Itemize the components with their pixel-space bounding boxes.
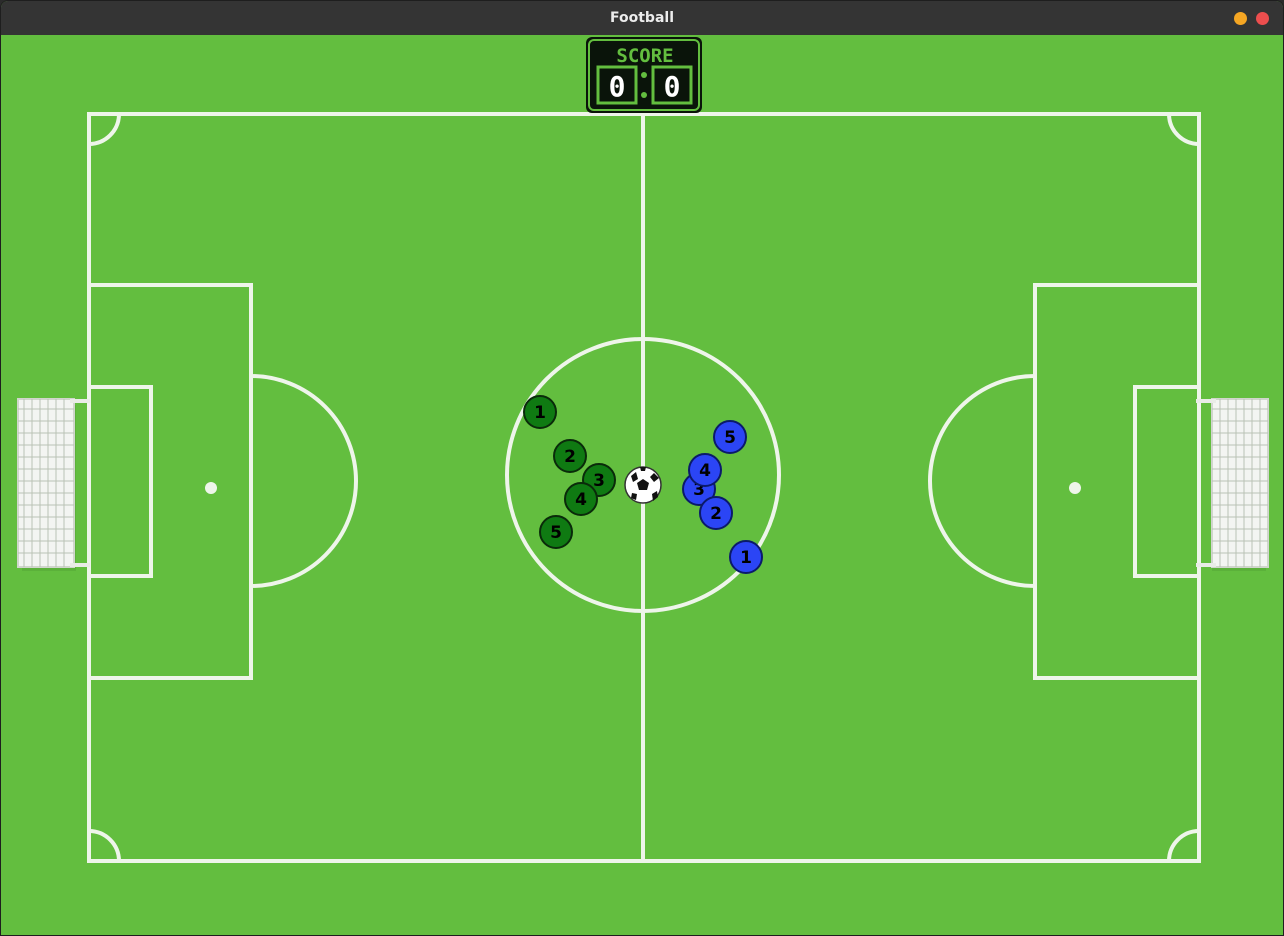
corner-arc-top-right xyxy=(1167,113,1200,146)
pitch-markings xyxy=(87,112,1201,863)
right-goal xyxy=(1196,398,1269,571)
right-goal-area xyxy=(1133,385,1201,578)
corner-arc-bottom-left xyxy=(88,829,121,862)
svg-text:4: 4 xyxy=(575,490,587,510)
center-circle xyxy=(505,337,781,613)
soccer-ball-icon[interactable] xyxy=(624,466,662,504)
away-player-4[interactable]: 4 xyxy=(688,453,722,487)
left-goal xyxy=(17,398,90,571)
away-player-2[interactable]: 2 xyxy=(699,496,733,530)
window-title: Football xyxy=(610,10,674,26)
corner-arc-bottom-right xyxy=(1167,829,1200,862)
right-penalty-spot xyxy=(1069,482,1081,494)
home-player-4[interactable]: 4 xyxy=(564,482,598,516)
left-penalty-spot xyxy=(205,482,217,494)
svg-text:5: 5 xyxy=(724,428,736,448)
home-team: 1 2 3 4 5 xyxy=(523,395,616,549)
svg-text:2: 2 xyxy=(564,447,576,467)
title-bar[interactable]: Football xyxy=(1,1,1283,35)
home-player-2[interactable]: 2 xyxy=(553,439,587,473)
left-goal-area xyxy=(87,385,153,578)
left-penalty-arc xyxy=(250,374,358,588)
corner-arc-top-left xyxy=(88,113,121,146)
home-player-5[interactable]: 5 xyxy=(539,515,573,549)
football-pitch: SCORE 0 0 1 2 3 xyxy=(2,35,1283,935)
minimize-button[interactable] xyxy=(1234,12,1247,25)
close-button[interactable] xyxy=(1256,12,1269,25)
right-penalty-arc xyxy=(928,374,1036,588)
scoreboard-label: SCORE xyxy=(616,45,673,67)
svg-text:3: 3 xyxy=(593,471,605,491)
svg-text:1: 1 xyxy=(740,548,752,568)
svg-text:1: 1 xyxy=(534,403,546,423)
svg-text:4: 4 xyxy=(699,461,711,481)
away-player-5[interactable]: 5 xyxy=(713,420,747,454)
home-player-1[interactable]: 1 xyxy=(523,395,557,429)
score-away: 0 xyxy=(664,70,681,103)
svg-text:5: 5 xyxy=(550,523,562,543)
away-player-1[interactable]: 1 xyxy=(729,540,763,574)
score-home: 0 xyxy=(609,70,626,103)
svg-text:3: 3 xyxy=(693,480,705,500)
scoreboard: SCORE 0 0 xyxy=(586,37,702,113)
svg-text:2: 2 xyxy=(710,504,722,524)
score-separator-dot-top xyxy=(641,72,647,78)
away-team: 5 3 4 2 1 xyxy=(682,420,763,574)
pitch-svg: SCORE 0 0 1 2 3 xyxy=(2,35,1283,935)
score-separator-dot-bottom xyxy=(641,92,647,98)
